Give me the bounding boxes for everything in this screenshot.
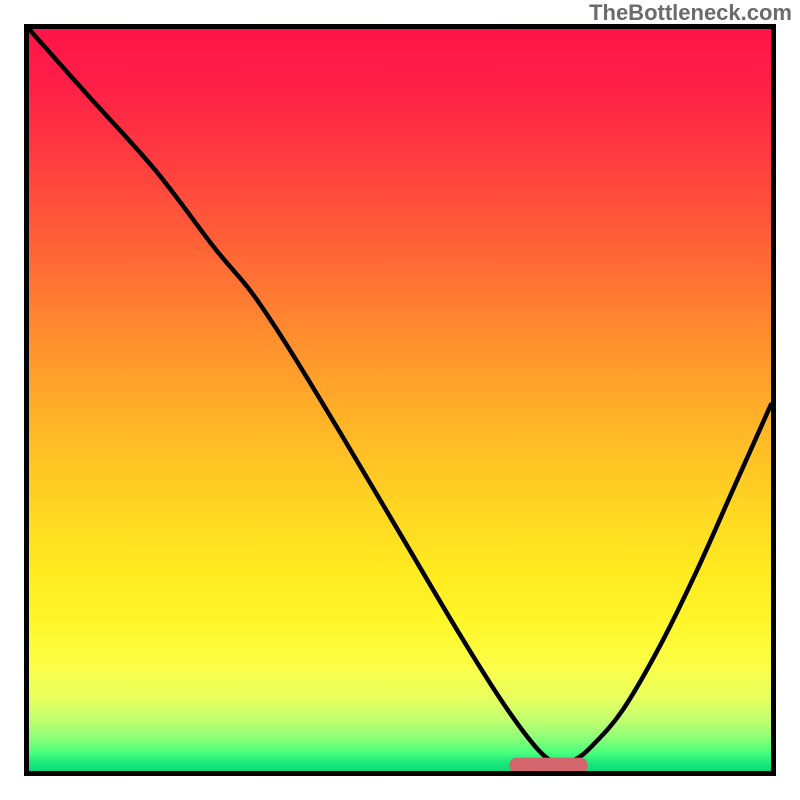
gradient-background <box>29 29 771 771</box>
attribution-text: TheBottleneck.com <box>589 0 792 25</box>
bottleneck-chart: TheBottleneck.com <box>0 0 800 800</box>
optimal-marker <box>509 758 587 773</box>
chart-svg: TheBottleneck.com <box>0 0 800 800</box>
